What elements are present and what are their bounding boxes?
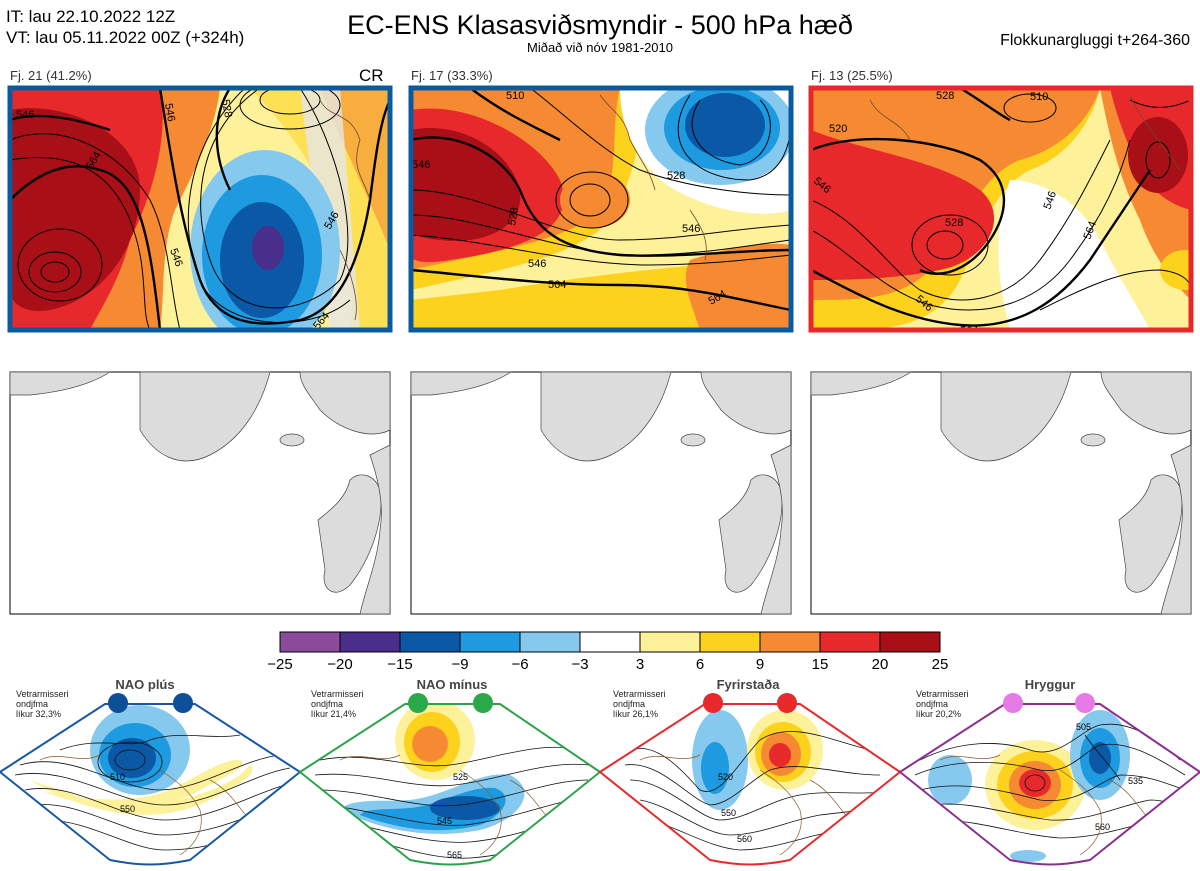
svg-text:505: 505 (1076, 722, 1091, 732)
page-title: EC-ENS Klasasviðsmyndir - 500 hPa hæð (347, 10, 853, 40)
cluster-3-label: Fj. 13 (25.5%) (811, 68, 893, 83)
regime-4-info: Vetrarmisseri ondjfma líkur 20,2% (916, 689, 969, 719)
colorbar-tick-label: −6 (511, 656, 529, 673)
colorbar-tick-label: −15 (387, 656, 413, 673)
cluster-3-frame (808, 85, 1194, 333)
colorbar-tick-label: −20 (327, 656, 353, 673)
regime-3-dot-right (777, 693, 797, 713)
regime-1-title: NAO plús (115, 677, 175, 692)
svg-text:560: 560 (1095, 822, 1110, 832)
regime-4-title: Hryggur (1024, 677, 1076, 692)
svg-text:546: 546 (682, 223, 700, 235)
colorbar-tick-label: 6 (695, 656, 705, 673)
svg-text:545: 545 (437, 816, 452, 826)
regime-1-dot-right (173, 693, 193, 713)
svg-text:564: 564 (1082, 220, 1100, 241)
vt-line: VT: lau 05.11.2022 00Z (+324h) (6, 28, 245, 47)
cluster-2-map: 510 546 528 528 546 546 564 564 (411, 88, 791, 330)
svg-text:565: 565 (447, 850, 462, 860)
regime-1-dot-left (108, 693, 128, 713)
regime-4-map (900, 704, 1200, 865)
svg-text:535: 535 (1128, 776, 1143, 786)
svg-text:528: 528 (506, 206, 521, 226)
regime-2-title: NAO mínus (416, 677, 488, 692)
regime-3-dot-left (703, 693, 723, 713)
colorbar-swatch (759, 631, 821, 653)
svg-text:546: 546 (412, 159, 430, 171)
svg-text:546: 546 (162, 102, 177, 122)
colorbar-swatch (639, 631, 701, 653)
colorbar-swatch (579, 631, 641, 653)
regime-1-map (0, 704, 300, 865)
svg-text:510: 510 (506, 90, 524, 102)
colorbar-tick-label: 20 (871, 656, 889, 673)
regime-maps: 510 550 525 545 565 (0, 693, 1200, 866)
cluster-2-frame (408, 85, 794, 333)
cluster-1-frame (7, 85, 393, 333)
svg-text:546: 546 (16, 109, 34, 121)
colorbar-tick-label: −25 (267, 656, 293, 673)
svg-text:520: 520 (718, 772, 733, 782)
svg-text:550: 550 (120, 804, 135, 814)
colorbar-swatch (699, 631, 761, 653)
regime-4-dot-left (1003, 693, 1023, 713)
regime-1-info: Vetrarmisseri ondjfma líkur 32,3% (16, 689, 69, 719)
svg-text:528: 528 (936, 90, 954, 102)
svg-text:560: 560 (737, 834, 752, 844)
colorbar (279, 631, 941, 653)
svg-text:564: 564 (548, 279, 566, 291)
svg-text:528: 528 (667, 170, 685, 182)
classification-window: Flokkunargluggi t+264-360 (1000, 32, 1190, 49)
svg-text:510: 510 (110, 772, 125, 782)
svg-text:510: 510 (1030, 91, 1048, 103)
svg-text:528: 528 (219, 98, 234, 118)
colorbar-swatch (459, 631, 521, 653)
regime-4-dot-right (1075, 693, 1095, 713)
colorbar-tick-label: 3 (635, 656, 645, 673)
svg-text:525: 525 (453, 772, 468, 782)
svg-text:546: 546 (1042, 190, 1060, 211)
regime-3-info: Vetrarmisseri ondjfma líkur 26,1% (613, 689, 666, 719)
colorbar-tick-label: 25 (931, 656, 949, 673)
colorbar-tick-label: 9 (755, 656, 765, 673)
colorbar-swatch (339, 631, 401, 653)
svg-text:528: 528 (945, 217, 963, 229)
colorbar-swatch (279, 631, 341, 653)
page-subtitle: Miðað við nóv 1981-2010 (527, 40, 673, 55)
regime-2-dot-right (473, 693, 493, 713)
header-times: IT: lau 22.10.2022 12Z VT: lau 05.11.202… (6, 6, 244, 48)
colorbar-swatch (819, 631, 881, 653)
cluster-1-tag: CR (359, 66, 384, 85)
colorbar-swatch (519, 631, 581, 653)
blank-maps-row (9, 371, 1192, 615)
colorbar-tick-label: 15 (811, 656, 829, 673)
regime-2-map (300, 704, 600, 865)
colorbar-tick-label: −9 (451, 656, 469, 673)
cluster-3-map: 528 510 520 546 528 546 546 564 564 (811, 88, 1191, 330)
regime-3-title: Fyrirstaða (716, 677, 780, 692)
cluster-1-label: Fj. 21 (41.2%) (10, 68, 92, 83)
colorbar-tick-label: −3 (571, 656, 589, 673)
it-line: IT: lau 22.10.2022 12Z (6, 7, 176, 26)
cluster-2-label: Fj. 17 (33.3%) (411, 68, 493, 83)
colorbar-swatch (879, 631, 941, 653)
svg-text:546: 546 (528, 258, 546, 270)
colorbar-swatch (399, 631, 461, 653)
regime-2-info: Vetrarmisseri ondjfma líkur 21,4% (311, 689, 364, 719)
cluster-1-map: 546 546 528 564 546 546 564 (10, 88, 390, 330)
svg-text:550: 550 (721, 808, 736, 818)
svg-text:520: 520 (829, 123, 847, 135)
svg-text:546: 546 (167, 247, 185, 268)
regime-2-dot-left (408, 693, 428, 713)
